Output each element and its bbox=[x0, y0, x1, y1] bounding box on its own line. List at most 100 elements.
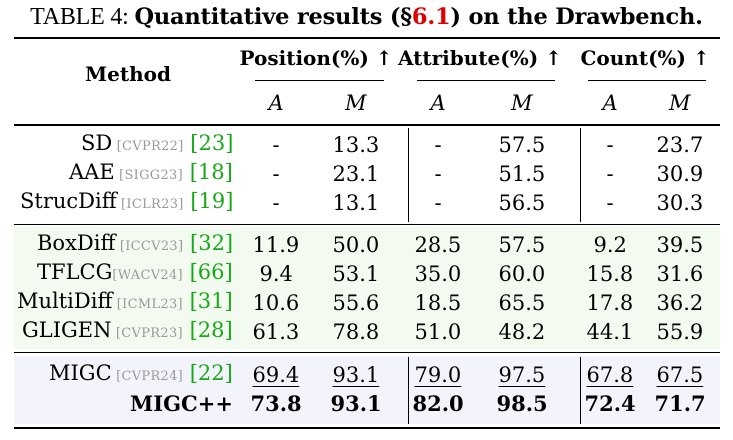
table-cell: 13.1 bbox=[332, 191, 380, 215]
table-cell: 9.2 bbox=[593, 233, 627, 257]
table-cell: 15.8 bbox=[586, 262, 634, 286]
citation-link[interactable]: [22] bbox=[183, 361, 233, 385]
table-cell: - bbox=[606, 191, 614, 215]
table-cell: 57.5 bbox=[498, 233, 546, 257]
citation-link[interactable]: [23] bbox=[183, 131, 234, 155]
table-cell: 11.9 bbox=[252, 233, 300, 257]
venue-label: [ICML23] bbox=[112, 297, 183, 312]
top-rule bbox=[14, 37, 720, 39]
table-cell: 50.0 bbox=[332, 233, 380, 257]
method-header: Method bbox=[85, 62, 171, 86]
method-name: TFLCG bbox=[37, 260, 113, 284]
venue-label: [ICCV23] bbox=[115, 239, 184, 254]
table-cell: - bbox=[272, 191, 280, 215]
table-cell: 17.8 bbox=[586, 291, 634, 315]
group-rule bbox=[14, 352, 720, 354]
table-cell: 51.0 bbox=[414, 320, 462, 344]
table-cell: 23.7 bbox=[656, 133, 704, 157]
position-header: Position(%) ↑ bbox=[239, 46, 393, 70]
venue-label: [CVPR22] bbox=[112, 139, 184, 154]
method-name: MultiDiff bbox=[17, 289, 113, 313]
caption-title: Quantitative results (§6.1) on the Drawb… bbox=[134, 4, 703, 30]
table-cell: 48.2 bbox=[498, 320, 546, 344]
table-caption: TABLE 4: Quantitative results (§6.1) on … bbox=[0, 4, 733, 31]
venue-label: [CVPR24] bbox=[111, 369, 184, 384]
citation-link[interactable]: [32] bbox=[183, 231, 234, 255]
table-cell: 93.1 bbox=[330, 391, 382, 416]
method-name-cell: TFLCG[WACV24] [66] bbox=[37, 259, 233, 289]
table-cell: 72.4 bbox=[584, 391, 636, 416]
table-cell: 36.2 bbox=[656, 291, 704, 315]
citation-link[interactable]: [31] bbox=[182, 289, 233, 313]
method-name-cell: MIGC [CVPR24] [22] bbox=[49, 360, 233, 390]
method-name: AAE bbox=[69, 160, 115, 184]
table-cell: 53.1 bbox=[332, 262, 380, 286]
count-header: Count(%) ↑ bbox=[580, 46, 710, 70]
table-cell: 82.0 bbox=[412, 391, 464, 416]
table-cell: - bbox=[434, 191, 442, 215]
venue-label: [ICLR23] bbox=[116, 197, 184, 212]
venue-label: [WACV24] bbox=[112, 268, 183, 283]
table-cell: 67.8 bbox=[586, 363, 634, 387]
table-cell: 31.6 bbox=[656, 262, 704, 286]
table-cell: - bbox=[434, 133, 442, 157]
group-rule bbox=[14, 224, 720, 226]
attribute-header: Attribute(%) ↑ bbox=[398, 46, 562, 70]
subheader-m: M bbox=[345, 91, 367, 115]
attribute-cmidrule bbox=[417, 80, 555, 82]
method-name: GLIGEN bbox=[22, 318, 112, 342]
caption-prefix: TABLE 4: bbox=[30, 4, 135, 30]
column-separator bbox=[580, 128, 582, 222]
row-group-band bbox=[14, 356, 720, 424]
table-cell: 69.4 bbox=[252, 363, 300, 387]
citation-link[interactable]: [18] bbox=[183, 160, 233, 184]
citation-link[interactable]: [19] bbox=[183, 189, 234, 213]
table-cell: 55.9 bbox=[656, 320, 704, 344]
column-separator bbox=[408, 128, 410, 222]
table-cell: 71.7 bbox=[654, 391, 706, 416]
table-cell: 30.3 bbox=[656, 191, 704, 215]
table-cell: 73.8 bbox=[250, 391, 302, 416]
table-cell: - bbox=[434, 162, 442, 186]
method-name: BoxDiff bbox=[37, 231, 116, 255]
table-cell: 23.1 bbox=[332, 162, 380, 186]
method-name-cell: GLIGEN [CVPR23] [28] bbox=[22, 317, 233, 347]
table-cell: 61.3 bbox=[252, 320, 300, 344]
table-cell: - bbox=[272, 133, 280, 157]
table-cell: - bbox=[606, 133, 614, 157]
subheader-m: M bbox=[511, 91, 533, 115]
citation-link[interactable]: [28] bbox=[182, 318, 233, 342]
table-cell: 65.5 bbox=[498, 291, 546, 315]
table-cell: 55.6 bbox=[332, 291, 380, 315]
venue-label: [SIGG23] bbox=[114, 168, 184, 183]
count-cmidrule bbox=[588, 80, 706, 82]
subheader-a: A bbox=[430, 91, 446, 115]
subheader-a: A bbox=[602, 91, 618, 115]
table-cell: 13.3 bbox=[332, 133, 380, 157]
table-cell: 9.4 bbox=[259, 262, 293, 286]
table-cell: 67.5 bbox=[656, 363, 704, 387]
section-reference-link[interactable]: 6.1 bbox=[411, 4, 451, 30]
method-name-cell: MultiDiff [ICML23] [31] bbox=[17, 288, 233, 318]
table-cell: 35.0 bbox=[414, 262, 462, 286]
header-rule bbox=[14, 124, 720, 126]
table-cell: 30.9 bbox=[656, 162, 704, 186]
table-cell: 18.5 bbox=[414, 291, 462, 315]
citation-link[interactable]: [66] bbox=[182, 260, 233, 284]
table-cell: 78.8 bbox=[332, 320, 380, 344]
row-group-band bbox=[14, 127, 720, 220]
method-name-cell: StrucDiff [ICLR23] [19] bbox=[20, 188, 233, 218]
method-name-cell: SD [CVPR22] [23] bbox=[81, 130, 233, 160]
table-cell: 97.5 bbox=[498, 363, 546, 387]
method-name: SD bbox=[81, 131, 113, 155]
column-separator bbox=[580, 357, 582, 424]
subheader-m: M bbox=[669, 91, 691, 115]
table-cell: 39.5 bbox=[656, 233, 704, 257]
table-cell: 10.6 bbox=[252, 291, 300, 315]
row-group-band bbox=[14, 227, 720, 349]
table-cell: 60.0 bbox=[498, 262, 546, 286]
table-cell: 93.1 bbox=[332, 363, 380, 387]
table-cell: 57.5 bbox=[498, 133, 546, 157]
column-separator bbox=[408, 357, 410, 424]
